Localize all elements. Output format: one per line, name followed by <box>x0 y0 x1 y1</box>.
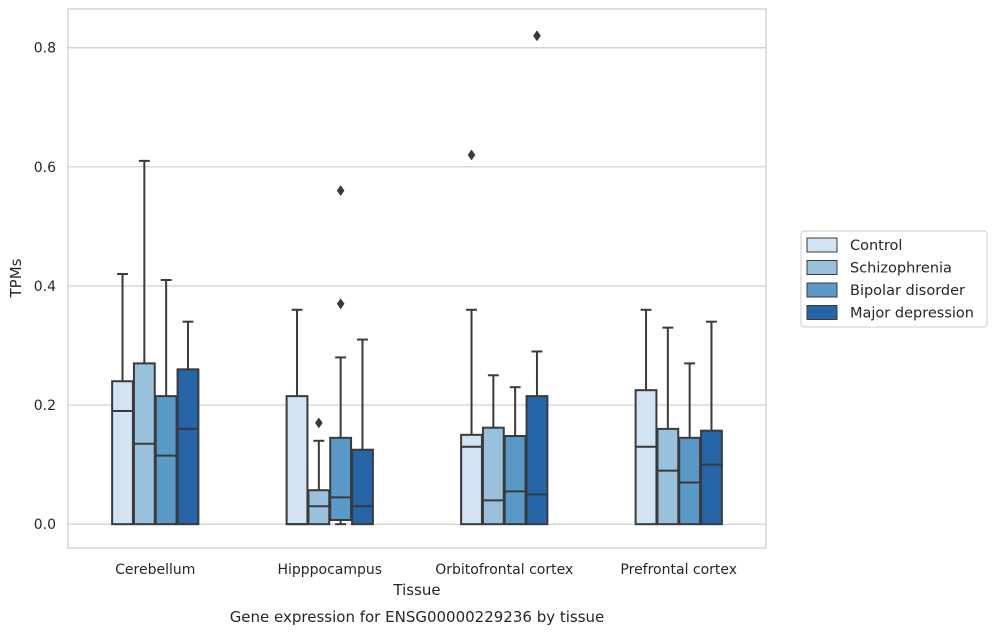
y-tick-label: 0.0 <box>34 517 56 533</box>
outlier-point <box>533 30 541 42</box>
box-body <box>678 436 702 526</box>
outlier-point <box>336 298 345 310</box>
x-tick-label: Orbitofrontal cortex <box>435 562 573 578</box>
x-tick-label: Cerebellum <box>115 562 195 578</box>
x-tick-label: Prefrontal cortex <box>620 562 737 578</box>
legend-label: Control <box>850 238 902 254</box>
box-body <box>285 395 309 526</box>
box-body <box>154 395 178 526</box>
chart-caption: Gene expression for ENSG00000229236 by t… <box>230 608 605 626</box>
box-group <box>285 308 309 526</box>
y-tick-label: 0.2 <box>34 398 56 414</box>
box-group <box>351 338 374 526</box>
box-group <box>176 320 200 526</box>
boxes <box>111 30 723 526</box>
box-body <box>111 380 134 526</box>
box-group <box>154 278 178 526</box>
box-body <box>656 427 680 526</box>
box-group <box>656 326 680 526</box>
legend-swatch <box>806 305 838 320</box>
outlier-point <box>336 185 345 197</box>
box-group <box>481 374 505 526</box>
legend-label: Major depression <box>850 306 974 322</box>
legend-label: Schizophrenia <box>850 261 952 277</box>
y-tick-label: 0.4 <box>34 279 56 295</box>
legend-swatch <box>806 260 838 275</box>
y-tick-label: 0.8 <box>34 41 56 57</box>
box-body <box>634 389 658 526</box>
box-group <box>460 149 483 526</box>
box-body <box>176 368 200 526</box>
y-axis-ticks: 0.0 0.2 0.4 0.6 0.8 <box>34 41 56 533</box>
box-group <box>503 386 527 526</box>
legend-swatch <box>806 282 838 298</box>
x-tick-label: Hipppocampus <box>277 562 382 578</box>
box-group <box>700 320 723 526</box>
legend-items: Control Schizophrenia Bipolar disorder Majo… <box>806 237 974 322</box>
box-body <box>503 435 527 526</box>
box-group <box>329 185 353 526</box>
box-group <box>525 30 549 526</box>
box-group <box>678 362 702 526</box>
outlier-point <box>315 417 323 429</box>
box-group <box>111 273 134 526</box>
x-axis-ticks: Cerebellum Hipppocampus Orbitofrontal cort… <box>115 562 737 578</box>
legend-swatch <box>806 237 838 253</box>
box-group <box>132 159 156 526</box>
legend-frame <box>800 230 988 328</box>
plot-area-frame <box>67 8 767 549</box>
box-body <box>460 433 483 526</box>
outlier-point <box>467 149 476 161</box>
box-body <box>525 395 549 526</box>
box-body <box>481 426 505 526</box>
y-axis-label: TPMs <box>7 258 25 298</box>
box-group <box>634 308 658 526</box>
box-body <box>700 429 723 526</box>
legend: Control Schizophrenia Bipolar disorder Majo… <box>800 230 988 328</box>
x-axis-label: Tissue <box>392 581 440 599</box>
legend-label: Bipolar disorder <box>850 283 965 299</box>
box-body <box>329 436 353 522</box>
box-group <box>307 417 331 526</box>
box-body <box>351 448 374 526</box>
y-tick-label: 0.6 <box>34 160 56 176</box>
